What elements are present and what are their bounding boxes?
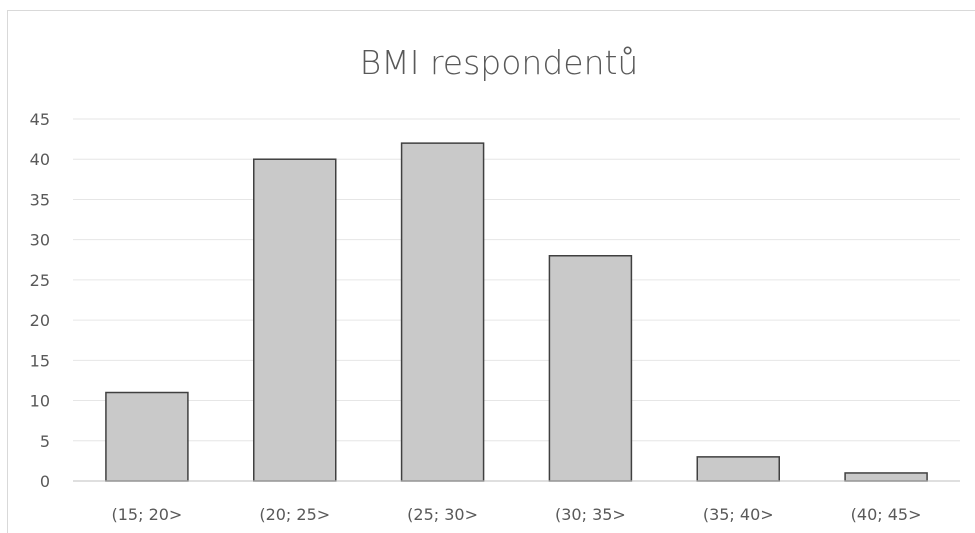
x-tick-label: (15; 20> xyxy=(111,505,182,524)
x-tick-label: (20; 25> xyxy=(259,505,330,524)
y-tick-label: 5 xyxy=(40,432,50,451)
y-tick-label: 35 xyxy=(30,190,50,209)
bar xyxy=(696,456,780,482)
y-tick-label: 20 xyxy=(30,311,50,330)
bar xyxy=(253,158,337,482)
gridlines xyxy=(73,118,960,442)
y-axis-ticks: 0 5 10 15 20 25 30 35 40 45 xyxy=(30,110,50,491)
y-tick-label: 45 xyxy=(30,110,50,129)
y-tick-label: 15 xyxy=(30,351,50,370)
x-tick-label: (30; 35> xyxy=(555,505,626,524)
y-tick-label: 30 xyxy=(30,231,50,250)
bar xyxy=(105,391,189,482)
x-tick-label: (40; 45> xyxy=(851,505,922,524)
x-tick-label: (35; 40> xyxy=(703,505,774,524)
bar xyxy=(844,472,928,482)
chart-title: BMI respondentů xyxy=(360,43,639,82)
x-axis-ticks: (15; 20> (20; 25> (25; 30> (30; 35> (35; 40>… xyxy=(111,505,921,524)
y-tick-label: 25 xyxy=(30,271,50,290)
bars xyxy=(105,142,928,482)
x-tick-label: (25; 30> xyxy=(407,505,478,524)
bar xyxy=(548,255,633,482)
y-tick-label: 0 xyxy=(40,472,50,491)
y-tick-label: 40 xyxy=(30,150,50,169)
bar xyxy=(400,142,485,482)
y-tick-label: 10 xyxy=(30,392,50,411)
